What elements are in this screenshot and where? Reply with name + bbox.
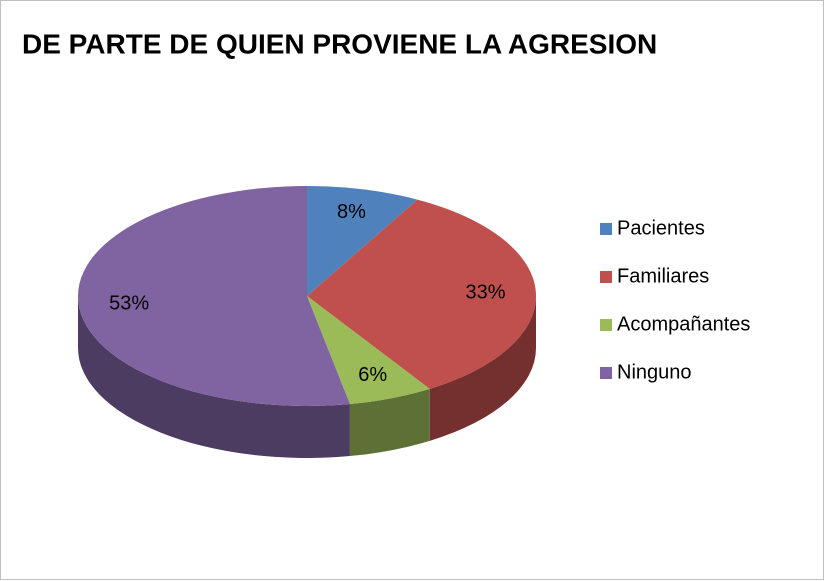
pie-slice (78, 186, 350, 406)
legend-label: Pacientes (617, 217, 705, 239)
legend-swatch (600, 319, 612, 331)
pie-slice (307, 199, 536, 389)
legend-label: Familiares (617, 265, 709, 287)
chart-title: DE PARTE DE QUIEN PROVIENE LA AGRESION (22, 28, 657, 59)
pie-side (78, 296, 350, 459)
legend-swatch (600, 367, 612, 379)
legend-swatch (600, 271, 612, 283)
pie-slice (307, 296, 430, 405)
legend-swatch (600, 223, 612, 235)
legend-label: Ninguno (617, 361, 692, 383)
legend-label: Acompañantes (617, 313, 750, 335)
data-label: 8% (337, 201, 366, 223)
data-label: 53% (109, 292, 149, 314)
data-label: 33% (466, 282, 506, 304)
pie-side (429, 296, 536, 441)
pie-side (349, 388, 430, 457)
pie-slice (307, 186, 418, 296)
data-label: 6% (358, 364, 387, 386)
